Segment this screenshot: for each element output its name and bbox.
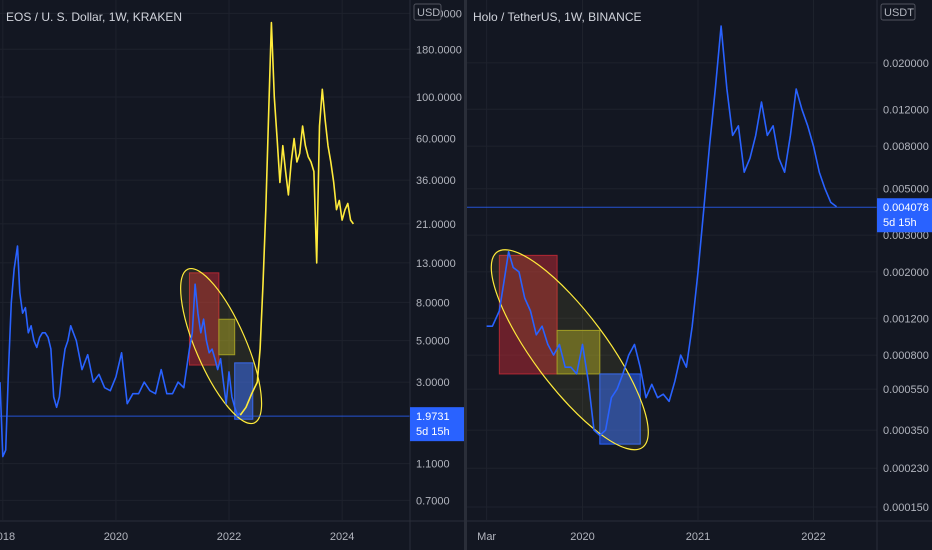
eos-grid: [0, 0, 410, 520]
bar-countdown: 5d 15h: [416, 426, 450, 438]
holo-currency-box[interactable]: [880, 3, 916, 21]
holo-y-tick-label: 0.005000: [883, 184, 929, 196]
eos-y-tick-label: 0.7000: [416, 495, 450, 507]
holo-y-tick-label: 0.002000: [883, 267, 929, 279]
holo-x-tick-label: 2021: [686, 531, 710, 543]
last-price-value: 1.9731: [416, 411, 450, 423]
holo-y-tick-label: 0.000800: [883, 350, 929, 362]
holo-y-tick-label: 0.000350: [883, 425, 929, 437]
eos-x-tick-label: 2020: [104, 531, 128, 543]
holo-currency-label: USDT: [884, 7, 914, 19]
eos-x-tick-label: 2018: [0, 531, 15, 543]
eos-y-tick-label: 100.0000: [416, 92, 462, 104]
eos-y-tick-label: 5.0000: [416, 336, 450, 348]
last-price-value: 0.004078: [883, 202, 929, 214]
holo-price-line-1[interactable]: [486, 25, 838, 437]
holo-x-tick-label: Mar: [477, 531, 496, 543]
eos-y-tick-label: 8.0000: [416, 297, 450, 309]
holo-y-tick-label: 0.000150: [883, 502, 929, 514]
eos-y-tick-label: 21.0000: [416, 219, 456, 231]
holo-chart[interactable]: 0.020000 0.012000 0.008000 0.005000 0.003000…: [467, 0, 932, 550]
holo-highlight-box-3[interactable]: [599, 373, 641, 445]
eos-chart-title: EOS / U. S. Dollar, 1W, KRAKEN: [6, 10, 183, 24]
eos-x-tick-label: 2024: [330, 531, 354, 543]
eos-chart-pane[interactable]: 280.0000180.0000100.000060.000036.000021…: [0, 0, 464, 550]
eos-y-tick-label: 60.0000: [416, 134, 456, 146]
holo-y-tick-label: 0.003000: [883, 230, 929, 242]
holo-x-tick-label: 2020: [570, 531, 594, 543]
holo-y-tick-label: 0.020000: [883, 58, 929, 70]
holo-y-tick-label: 0.012000: [883, 104, 929, 116]
eos-chart[interactable]: 280.0000180.0000100.000060.000036.000021…: [0, 0, 464, 550]
holo-y-tick-label: 0.008000: [883, 141, 929, 153]
last-price-tag-bg: [877, 198, 932, 233]
eos-currency-label: USD: [417, 7, 440, 19]
eos-highlight-ellipse[interactable]: [165, 259, 278, 433]
eos-price-line-1[interactable]: [0, 245, 241, 458]
bar-countdown: 5d 15h: [883, 217, 917, 229]
eos-y-tick-label: 180.0000: [416, 44, 462, 56]
eos-y-tick-label: 13.0000: [416, 258, 456, 270]
holo-y-tick-label: 0.000230: [883, 463, 929, 475]
eos-last-price-tag: 1.9731 5d 15h: [410, 407, 464, 442]
eos-y-tick-label: 36.0000: [416, 175, 456, 187]
pane-divider[interactable]: [464, 0, 467, 550]
eos-currency-box[interactable]: [413, 3, 442, 21]
eos-x-tick-label: 2022: [217, 531, 241, 543]
holo-highlight-ellipse[interactable]: [468, 230, 672, 469]
holo-x-tick-label: 2022: [801, 531, 825, 543]
holo-chart-pane[interactable]: 0.020000 0.012000 0.008000 0.005000 0.003000…: [467, 0, 932, 550]
holo-last-price-tag: 0.004078 5d 15h: [877, 198, 932, 233]
eos-price-line-2[interactable]: [239, 21, 355, 416]
last-price-tag-bg: [410, 407, 464, 442]
eos-y-tick-label: 3.0000: [416, 377, 450, 389]
holo-y-tick-label: 0.000550: [883, 384, 929, 396]
holo-y-tick-label: 0.001200: [883, 313, 929, 325]
eos-y-tick-label: 1.1000: [416, 459, 450, 471]
eos-highlight-box-2[interactable]: [218, 318, 236, 356]
holo-chart-title: Holo / TetherUS, 1W, BINANCE: [473, 10, 642, 24]
